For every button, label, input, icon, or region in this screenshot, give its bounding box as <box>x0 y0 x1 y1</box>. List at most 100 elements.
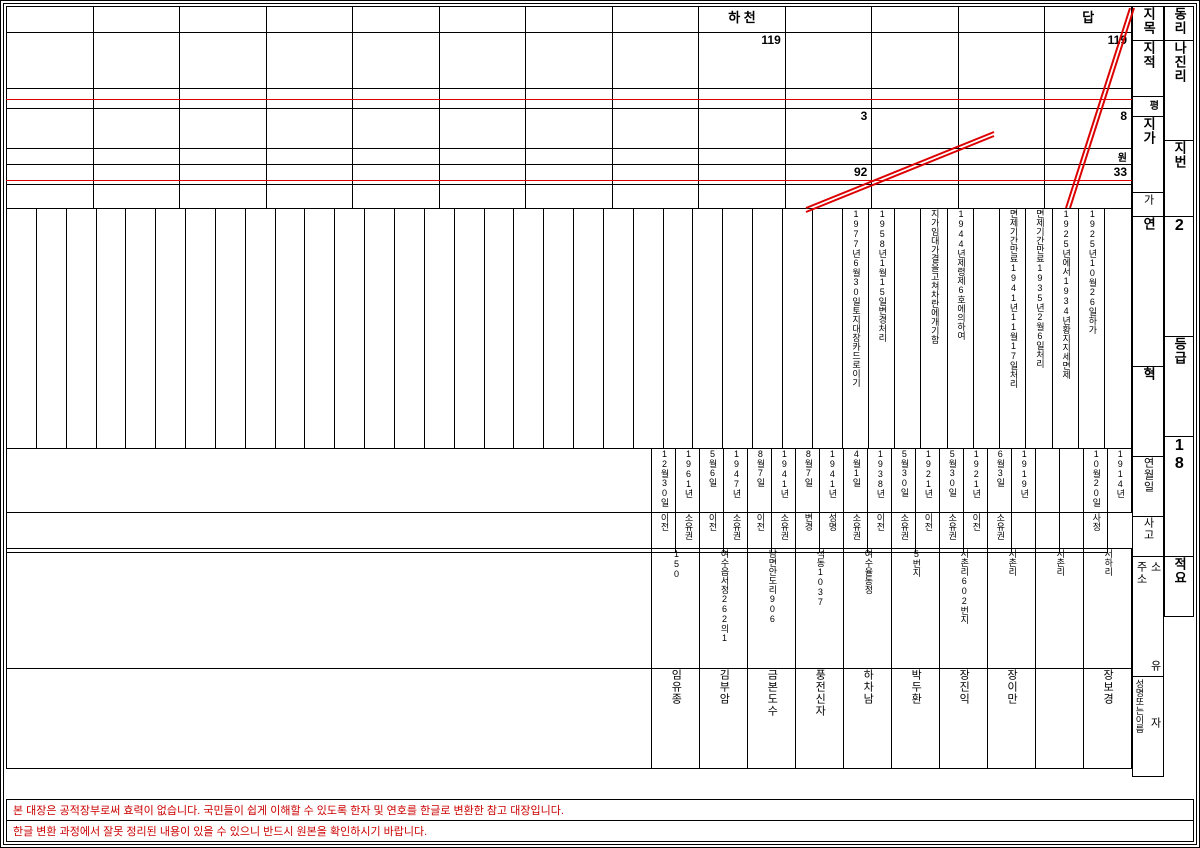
sago-12: 이전 <box>755 513 764 531</box>
sago-9: 성명 <box>827 513 836 531</box>
name-7: 금본도수 <box>766 669 778 717</box>
addr-4: 5번지 <box>911 549 920 577</box>
date-2-md: 6월3일 <box>995 449 1004 487</box>
date-0-md: 10월20일 <box>1091 449 1100 507</box>
row-92-33: 92 33 <box>7 165 1132 185</box>
sago-4: 소유권 <box>947 513 956 540</box>
addr-9: 150 <box>671 549 680 579</box>
lbl-yu: 유 <box>1149 660 1161 672</box>
hist-7: 1977년6월30일토지대장카드로이기 <box>851 209 860 387</box>
name-4: 박두환 <box>910 669 922 705</box>
right-header-column: 동리 나진리 지번 2 등급 18 적요 <box>1164 6 1194 617</box>
date-8-y: 1947년 <box>731 449 740 498</box>
addr-3: 서촌리602번지 <box>959 549 968 624</box>
row-won: 원 <box>7 149 1132 165</box>
date-5-md: 4월1일 <box>851 449 860 487</box>
sago-7: 이전 <box>875 513 884 531</box>
sago-16: 이전 <box>659 513 668 531</box>
hist-5: 지가임대가결을고쳐차란에개기함 <box>929 209 938 344</box>
hist-6: 1958년1월15일변경처리 <box>877 209 886 342</box>
lbl-yeonwolil: 연월일 <box>1142 457 1154 493</box>
row-jijeok-119: 119 119 <box>7 33 1132 89</box>
lbl-jeogyo: 적요 <box>1172 557 1186 585</box>
date-6-y: 1941년 <box>827 449 836 498</box>
inner-frame: 동리 나진리 지번 2 등급 18 적요 지목 지적 평 지가 가 연 혁 연월… <box>6 6 1194 842</box>
name-6: 풍전신자 <box>814 669 826 717</box>
sago-11: 소유권 <box>779 513 788 540</box>
sago-13: 소유권 <box>731 513 740 540</box>
lbl-ja: 자 <box>1149 717 1161 729</box>
val-92: 92 <box>854 165 867 179</box>
val-119a: 119 <box>761 33 780 47</box>
lbl-deunggeup: 등급 <box>1172 337 1186 365</box>
lbl-sago: 사고 <box>1142 517 1154 541</box>
val-3: 3 <box>861 109 868 123</box>
sago-10: 변경 <box>803 513 812 531</box>
date-4-y: 1921년 <box>923 449 932 498</box>
lbl-jijeok: 지적 <box>1141 41 1155 69</box>
lbl-dongri: 동리 <box>1172 7 1186 35</box>
name-9: 임유종 <box>670 669 682 705</box>
date-8-md: 5월6일 <box>707 449 716 487</box>
lbl-two: 2 <box>1170 217 1188 235</box>
lbl-jibeon: 지번 <box>1172 141 1186 169</box>
lbl-hyeok: 혁 <box>1141 367 1155 381</box>
lbl-yeon: 연 <box>1141 217 1155 231</box>
date-4-md: 5월30일 <box>899 449 908 497</box>
name-8: 김부암 <box>718 669 730 705</box>
red-hline-2 <box>6 180 1132 181</box>
date-5-y: 1938년 <box>875 449 884 498</box>
val-dap: 답 <box>1082 10 1094 25</box>
addr-1: 서촌리 <box>1055 549 1064 576</box>
lbl-ga: 가 <box>1142 194 1154 206</box>
row-ga <box>7 185 1132 209</box>
date-2-y: 1919년 <box>1019 449 1028 498</box>
lbl-najinri: 나진리 <box>1172 41 1186 83</box>
sago-14: 이전 <box>707 513 716 531</box>
row-label-column: 지목 지적 평 지가 가 연 혁 연월일 사고 주소 소 유 성명또는이름 자 <box>1132 6 1164 777</box>
val-33: 33 <box>1114 165 1127 179</box>
date-0-y: 1914년 <box>1115 449 1124 498</box>
lbl-won: 원 <box>1118 153 1127 164</box>
dates-grid: 12월30일 1961년 5월6일 1947년 8월7일 1941년 8월7일 … <box>6 448 1132 553</box>
lbl-juso: 주소 <box>1135 561 1147 585</box>
hist-2: 면제기간만료1935년2월6일처리 <box>1034 209 1043 368</box>
lbl-so: 소 <box>1149 561 1161 573</box>
date-7-y: 1941년 <box>779 449 788 498</box>
addr-2: 서촌리 <box>1007 549 1016 576</box>
addr-5: 여수율동정 <box>863 549 872 594</box>
val-119b: 119 <box>1108 33 1127 47</box>
hist-4: 1944년제령제6호에의하여 <box>956 209 965 340</box>
name-0: 장보경 <box>1101 669 1113 705</box>
val-8: 8 <box>1120 109 1127 123</box>
date-6-md: 8월7일 <box>803 449 812 487</box>
hist-1: 1925년에서1934년황지지세면제 <box>1061 209 1070 379</box>
lbl-name: 성명또는이름 <box>1134 679 1143 733</box>
top-grid: 하 천 답 119 119 3 8 원 92 33 <box>6 6 1132 209</box>
date-3-y: 1921년 <box>971 449 980 498</box>
lbl-pyeong: 평 <box>1150 101 1159 112</box>
lbl-jimok: 지목 <box>1141 7 1155 35</box>
sago-0: 사정 <box>1091 513 1100 531</box>
footer-disclaimer: 본 대장은 공적장부로써 효력이 없습니다. 국민들이 쉽게 이해할 수 있도록… <box>6 799 1194 842</box>
date-7-md: 8월7일 <box>755 449 764 487</box>
sago-6: 소유권 <box>899 513 908 540</box>
name-5: 하차남 <box>862 669 874 705</box>
name-3: 장진익 <box>958 669 970 705</box>
date-9-y: 1961년 <box>683 449 692 498</box>
addr-6: 석동1037 <box>815 549 824 607</box>
addr-8: 여수읍서정262의1 <box>719 549 728 643</box>
page-frame: 동리 나진리 지번 2 등급 18 적요 지목 지적 평 지가 가 연 혁 연월… <box>0 0 1200 848</box>
owner-grid: 150 여수읍서정262의1 남면안도리906 석동1037 여수율동정 5번지… <box>6 548 1132 769</box>
sago-5: 이전 <box>923 513 932 531</box>
footer-line-1: 본 대장은 공적장부로써 효력이 없습니다. 국민들이 쉽게 이해할 수 있도록… <box>6 799 1194 821</box>
history-grid: 1977년6월30일토지대장카드로이기 1958년1월15일변경처리 지가임대가… <box>6 208 1132 449</box>
sago-row: 이전 소유권 이전 소유권 이전 소유권 변경 성명 소유권 이전 소유권 이전… <box>7 513 1132 553</box>
footer-line-2: 한글 변환 과정에서 잘못 정리된 내용이 있을 수 있으니 반드시 원본을 확… <box>6 821 1194 842</box>
val-hacheon: 하 천 <box>728 10 756 25</box>
date-3-md: 5월30일 <box>947 449 956 497</box>
addr-0: 서하리 <box>1103 549 1112 576</box>
hist-3: 면제기간만료1941년11월17일처리 <box>1008 209 1017 388</box>
sago-8: 소유권 <box>851 513 860 540</box>
lbl-eighteen: 18 <box>1170 437 1188 473</box>
